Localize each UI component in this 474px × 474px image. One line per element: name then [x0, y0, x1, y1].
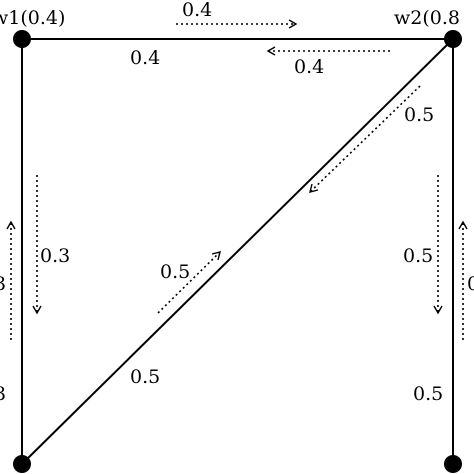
arrowhead-right-up [458, 220, 468, 230]
arrowhead-left-up [6, 220, 16, 230]
flow-label-diagonal-up: 0.5 [160, 261, 190, 283]
arrowhead-top-backward [266, 46, 276, 56]
flow-label-top-forward: 0.4 [182, 0, 212, 21]
flow-label-left-down: 0.3 [40, 245, 70, 267]
arrowhead-left-down [32, 305, 42, 315]
node-top-right [444, 30, 462, 48]
node-label-top-left: w1(0.4) [0, 7, 65, 29]
node-top-left [13, 30, 31, 48]
node-bottom-right [444, 455, 462, 473]
flow-arrow-diagonal-down [309, 85, 421, 193]
arrowhead-diagonal-down [309, 183, 319, 193]
edge-weight-top: 0.4 [130, 47, 160, 69]
arrowhead-diagonal-up [211, 251, 221, 261]
node-bottom-left [13, 455, 31, 473]
edge-weight-right: 0.5 [413, 383, 443, 405]
arrowhead-right-down [433, 305, 443, 315]
edge-diagonal [21, 38, 454, 465]
node-label-top-right: w2(0.8 [394, 7, 460, 29]
edge-weight-left: 3 [0, 383, 6, 405]
flow-label-right-down: 0.5 [403, 245, 433, 267]
arrowhead-top-forward [288, 19, 298, 29]
flow-label-top-backward: 0.4 [294, 56, 324, 78]
edge-weight-diagonal: 0.5 [130, 366, 160, 388]
flow-label-right-up: 0 [467, 273, 474, 295]
flow-label-diagonal-down: 0.5 [404, 104, 434, 126]
flow-label-left-up: 3 [0, 273, 6, 295]
